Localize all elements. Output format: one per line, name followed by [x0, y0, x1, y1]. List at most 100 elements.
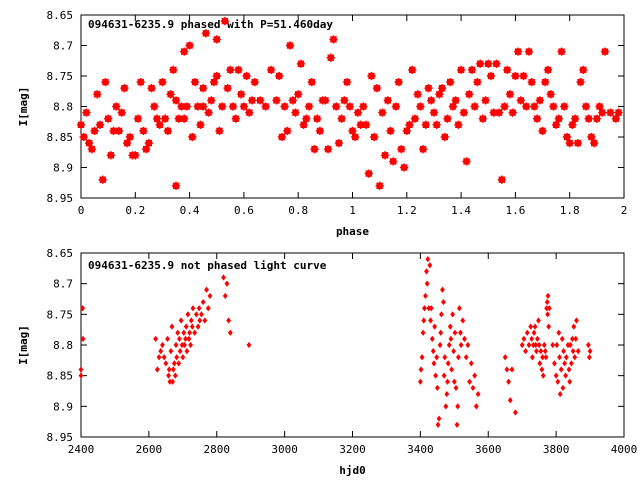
data-point-cross [570, 114, 580, 123]
data-point [177, 335, 182, 342]
data-point-cross [209, 77, 219, 87]
data-point [539, 366, 545, 373]
y-tick-label: 8.9 [53, 162, 73, 175]
data-point-cross [247, 96, 257, 105]
data-point-cross [486, 71, 496, 81]
data-point-cross [532, 114, 542, 123]
data-point [542, 348, 548, 355]
data-point [178, 317, 184, 324]
data-point [462, 335, 467, 342]
data-point [543, 354, 549, 361]
data-point [563, 372, 569, 379]
data-point-cross [329, 35, 338, 44]
data-point-cross [161, 114, 170, 123]
data-point-cross [527, 77, 536, 87]
data-point-cross [223, 84, 232, 93]
data-point [221, 274, 226, 281]
x-tick-label: 3200 [339, 443, 366, 456]
data-point [533, 341, 539, 349]
x-tick-label: 1.2 [397, 204, 417, 217]
data-point [509, 366, 515, 373]
data-point-cross [614, 108, 623, 117]
chart-title: 094631-6235.9 not phased light curve [88, 259, 327, 272]
data-point-cross [541, 77, 550, 87]
data-point [575, 348, 581, 355]
data-point-cross [87, 145, 97, 154]
data-point-cross [581, 102, 591, 111]
data-point-cross [182, 102, 192, 111]
data-point [424, 268, 429, 275]
data-point-cross [342, 77, 352, 87]
data-point [557, 390, 563, 398]
x-tick-label: 2800 [204, 443, 231, 456]
data-point [200, 298, 206, 306]
data-point-cross [188, 132, 197, 142]
data-point [78, 372, 84, 379]
data-point [423, 292, 428, 300]
data-point [422, 305, 427, 312]
data-point [445, 378, 450, 385]
data-point [534, 348, 539, 355]
data-point-cross [364, 169, 373, 178]
data-point [453, 384, 459, 392]
data-point [475, 390, 481, 398]
data-point [545, 292, 551, 300]
y-tick-label: 8.7 [53, 40, 73, 53]
data-point [563, 354, 569, 361]
data-point-cross [234, 65, 243, 75]
data-point-cross [131, 151, 140, 160]
data-point [433, 372, 439, 379]
y-tick-label: 8.9 [53, 400, 73, 413]
data-point [443, 403, 449, 410]
data-point-cross [231, 114, 240, 123]
data-point-cross [418, 145, 428, 154]
data-point-cross [492, 59, 501, 68]
y-tick-label: 8.95 [47, 431, 74, 444]
data-point-cross [334, 138, 344, 148]
data-point [439, 311, 444, 318]
data-point-cross [413, 90, 422, 99]
data-point [78, 366, 84, 373]
data-point-cross [204, 108, 213, 117]
data-point [222, 292, 228, 300]
data-point-cross [359, 102, 368, 111]
data-point-cross [169, 65, 178, 75]
x-tick-label: 0.4 [180, 204, 200, 217]
data-point [163, 360, 169, 367]
data-point [80, 305, 86, 312]
data-point [523, 348, 528, 355]
data-point-cross [378, 108, 387, 117]
data-point-cross [125, 132, 135, 142]
data-point-cross [266, 65, 276, 75]
data-point-cross [465, 90, 474, 99]
data-point [452, 329, 458, 336]
x-tick-label: 1.4 [451, 204, 471, 217]
data-point [175, 329, 181, 336]
data-point [186, 335, 192, 342]
data-point [536, 317, 541, 324]
data-point-cross [546, 90, 555, 99]
data-point-cross [155, 120, 164, 129]
data-point [428, 317, 433, 324]
data-point-cross [587, 132, 596, 142]
data-point-cross [451, 96, 460, 105]
data-point-cross [237, 90, 246, 99]
data-point [586, 354, 592, 361]
data-point-cross [304, 102, 314, 111]
data-point [567, 378, 573, 385]
data-point-cross [446, 77, 455, 87]
data-point [434, 384, 440, 392]
data-point-cross [494, 108, 504, 117]
data-point [226, 317, 232, 324]
data-point [420, 329, 426, 336]
data-point-cross [307, 77, 316, 87]
data-point [195, 323, 201, 330]
data-point [540, 354, 545, 361]
data-point [161, 354, 167, 361]
data-point [536, 341, 542, 349]
data-point-cross [332, 102, 341, 111]
data-point [541, 341, 547, 349]
data-point-cross [437, 84, 447, 93]
data-point [189, 323, 195, 330]
data-point-cross [98, 175, 107, 184]
